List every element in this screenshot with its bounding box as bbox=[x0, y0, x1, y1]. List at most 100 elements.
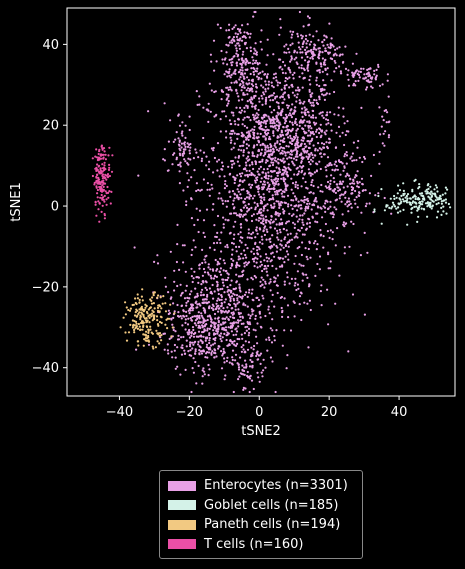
data-point bbox=[247, 327, 251, 330]
data-point bbox=[326, 145, 329, 148]
data-point bbox=[271, 318, 274, 321]
data-point bbox=[305, 155, 308, 158]
data-point bbox=[226, 200, 230, 203]
data-point bbox=[287, 205, 290, 208]
data-point bbox=[226, 97, 229, 100]
data-point bbox=[267, 129, 270, 132]
data-point bbox=[244, 63, 247, 66]
data-point bbox=[286, 131, 290, 134]
data-point bbox=[261, 269, 264, 273]
data-point bbox=[308, 191, 311, 194]
data-point bbox=[244, 359, 247, 362]
data-point bbox=[157, 324, 160, 327]
data-point bbox=[393, 197, 396, 200]
data-point bbox=[229, 315, 232, 318]
data-point bbox=[293, 262, 296, 265]
data-point bbox=[270, 178, 273, 181]
data-point bbox=[241, 73, 244, 76]
data-point bbox=[230, 264, 233, 267]
data-point bbox=[396, 192, 399, 195]
data-point bbox=[184, 368, 187, 371]
data-point bbox=[173, 310, 176, 313]
data-point bbox=[415, 205, 418, 208]
data-point bbox=[224, 183, 227, 186]
data-point bbox=[233, 162, 236, 165]
data-point bbox=[194, 287, 197, 290]
data-point bbox=[444, 192, 447, 195]
data-point bbox=[257, 141, 261, 144]
data-point bbox=[278, 81, 282, 84]
data-point bbox=[230, 89, 233, 92]
data-point bbox=[259, 160, 262, 163]
data-point bbox=[342, 193, 345, 196]
data-point bbox=[255, 52, 258, 56]
data-point bbox=[201, 369, 204, 372]
data-point bbox=[197, 188, 200, 192]
data-point bbox=[316, 69, 319, 72]
data-point bbox=[247, 291, 251, 294]
data-point bbox=[264, 125, 267, 128]
data-point bbox=[237, 184, 240, 187]
data-point bbox=[160, 307, 163, 310]
data-point bbox=[250, 276, 253, 279]
data-point bbox=[349, 178, 352, 181]
data-point bbox=[264, 280, 267, 283]
data-point bbox=[256, 252, 259, 255]
data-point bbox=[284, 222, 288, 225]
data-point bbox=[277, 200, 280, 203]
data-point bbox=[237, 363, 240, 366]
data-point bbox=[347, 130, 350, 133]
data-point bbox=[369, 67, 372, 70]
data-point bbox=[253, 128, 256, 131]
data-point bbox=[315, 30, 318, 33]
data-point bbox=[248, 133, 251, 136]
data-point bbox=[293, 236, 296, 239]
data-point bbox=[225, 29, 228, 32]
data-point bbox=[269, 122, 272, 125]
data-point bbox=[283, 84, 286, 87]
data-point bbox=[289, 60, 292, 63]
data-point bbox=[293, 195, 297, 198]
data-point bbox=[276, 81, 279, 84]
data-point bbox=[160, 321, 163, 324]
data-point bbox=[99, 185, 102, 188]
data-point bbox=[208, 368, 211, 371]
data-point bbox=[182, 335, 185, 339]
data-point bbox=[322, 146, 325, 149]
data-point bbox=[221, 202, 225, 205]
data-point bbox=[282, 125, 285, 129]
data-point bbox=[103, 200, 106, 203]
data-point bbox=[254, 42, 257, 45]
data-point bbox=[334, 52, 337, 55]
data-point bbox=[259, 285, 262, 288]
data-point bbox=[267, 132, 270, 135]
data-point bbox=[311, 57, 314, 60]
data-point bbox=[259, 71, 262, 74]
data-point bbox=[190, 332, 193, 335]
data-point bbox=[279, 135, 282, 138]
data-point bbox=[315, 48, 318, 51]
data-point bbox=[237, 368, 241, 371]
data-point bbox=[282, 190, 286, 193]
data-point bbox=[309, 308, 312, 312]
data-point bbox=[99, 196, 102, 199]
data-point bbox=[244, 304, 247, 307]
data-point bbox=[325, 123, 328, 126]
data-point bbox=[243, 124, 246, 128]
data-point bbox=[270, 161, 273, 164]
data-point bbox=[360, 177, 364, 180]
data-point bbox=[343, 246, 346, 249]
data-point bbox=[357, 70, 360, 73]
data-point bbox=[297, 41, 300, 44]
data-point bbox=[362, 67, 365, 70]
data-point bbox=[238, 289, 242, 292]
data-point bbox=[168, 312, 171, 315]
data-point bbox=[263, 73, 266, 76]
data-point bbox=[279, 123, 282, 126]
data-point bbox=[356, 170, 359, 173]
data-point bbox=[314, 147, 317, 150]
data-point bbox=[213, 115, 216, 118]
data-point bbox=[279, 248, 282, 251]
legend-item-t-cells: T cells (n=160) bbox=[168, 535, 354, 555]
data-point bbox=[255, 86, 258, 89]
